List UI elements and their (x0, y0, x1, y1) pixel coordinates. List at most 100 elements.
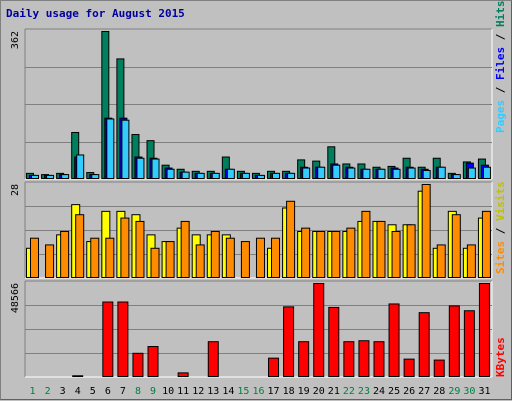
x-tick-label: 8 (135, 386, 141, 397)
bar-kbytes (328, 306, 340, 377)
bar-pages (272, 172, 281, 179)
bar-sites (255, 237, 265, 278)
legend-sites-visits: Sites / Visits (494, 181, 507, 274)
bar-sites (240, 241, 250, 278)
x-tick-label: 31 (478, 386, 490, 397)
bar-kbytes (102, 301, 114, 378)
bar-pages (347, 167, 356, 180)
x-tick-label: 26 (403, 386, 415, 397)
x-tick-label: 3 (60, 386, 66, 397)
bar-pages (407, 167, 416, 180)
bar-pages (181, 171, 190, 180)
legend-entry: / (494, 27, 507, 47)
bar-sites (316, 231, 326, 278)
bar-sites (436, 244, 446, 279)
bar-sites (180, 220, 190, 279)
bar-kbytes (72, 375, 84, 377)
bar-kbytes (433, 359, 445, 378)
x-tick-label: 19 (298, 386, 310, 397)
bar-pages (91, 174, 100, 179)
bar-pages (211, 172, 220, 179)
x-tick-label: 24 (373, 386, 385, 397)
bar-kbytes (117, 301, 129, 378)
x-tick-label: 13 (207, 386, 219, 397)
legend-entry: Sites (494, 241, 507, 274)
bar-kbytes (418, 312, 430, 377)
bar-pages (332, 164, 341, 180)
bar-kbytes (298, 341, 310, 377)
bar-pages (31, 174, 39, 180)
bar-sites (301, 227, 311, 278)
x-tick-label: 5 (90, 386, 96, 397)
bar-sites (481, 210, 491, 279)
x-tick-label: 22 (343, 386, 355, 397)
bar-pages (166, 168, 175, 180)
bar-pages (76, 154, 85, 180)
bar-sites (135, 220, 145, 279)
bar-sites (60, 231, 70, 278)
x-tick-label: 29 (448, 386, 460, 397)
bar-sites (361, 210, 371, 279)
x-tick-label: 6 (105, 386, 111, 397)
legend-entry: Pages (494, 100, 507, 133)
legend-entry: Hits (494, 1, 507, 27)
bar-pages (121, 119, 130, 179)
legend-pages-files-hits: Pages / Files / Hits (494, 1, 507, 133)
bar-pages (317, 166, 326, 179)
x-tick-label: 18 (283, 386, 295, 397)
bar-sites (466, 244, 476, 279)
chart-title: Daily usage for August 2015 (6, 7, 185, 20)
bar-sites (120, 217, 130, 278)
bar-kbytes (478, 283, 490, 377)
bar-pages (61, 174, 70, 179)
bar-kbytes (132, 352, 144, 378)
x-tick-label: 9 (150, 386, 156, 397)
bar-pages (437, 166, 446, 179)
bar-kbytes (177, 372, 189, 377)
bar-kbytes (147, 346, 159, 377)
x-tick-label: 14 (222, 386, 234, 397)
x-tick-label: 21 (328, 386, 340, 397)
bar-pages (302, 167, 311, 180)
bar-pages (241, 172, 250, 179)
bar-pages (226, 168, 235, 180)
bar-sites (45, 244, 55, 279)
bar-pages (467, 167, 476, 180)
bar-pages (151, 158, 160, 180)
legend-entry: Files (494, 47, 507, 80)
bar-sites (406, 224, 416, 279)
bar-kbytes (358, 340, 370, 378)
x-tick-label: 17 (268, 386, 280, 397)
x-tick-label: 16 (252, 386, 264, 397)
bar-kbytes (207, 341, 219, 377)
bar-kbytes (403, 358, 415, 377)
bar-sites (346, 227, 356, 278)
bar-kbytes (283, 306, 295, 378)
bar-sites (286, 200, 296, 279)
x-tick-label: 2 (45, 386, 51, 397)
x-tick-label: 1 (30, 386, 36, 397)
bar-sites (90, 237, 100, 278)
bar-kbytes (448, 305, 460, 377)
bar-sites (271, 237, 281, 278)
bar-sites (165, 241, 175, 278)
bar-pages (136, 157, 145, 179)
bar-kbytes (463, 310, 475, 377)
legend-entry: / (494, 80, 507, 100)
bar-pages (106, 118, 115, 179)
bar-pages (482, 166, 491, 179)
bar-sites (225, 237, 235, 278)
bar-kbytes (313, 283, 325, 377)
bar-pages (287, 172, 296, 179)
x-tick-label: 27 (418, 386, 430, 397)
bar-sites (105, 237, 115, 278)
bar-sites (30, 237, 39, 278)
bar-kbytes (343, 341, 355, 377)
x-tick-label: 30 (463, 386, 475, 397)
x-tick-label: 12 (192, 386, 204, 397)
bar-sites (195, 244, 205, 279)
x-tick-label: 4 (75, 386, 81, 397)
bar-pages (362, 168, 371, 180)
